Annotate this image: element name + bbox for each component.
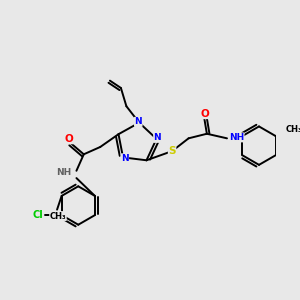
Text: NH: NH: [57, 168, 72, 177]
Text: NH: NH: [229, 133, 244, 142]
Text: N: N: [154, 134, 161, 142]
Text: N: N: [121, 154, 129, 163]
Text: S: S: [168, 146, 176, 156]
Text: O: O: [201, 109, 209, 118]
Text: CH₃: CH₃: [50, 212, 66, 220]
Text: O: O: [65, 134, 74, 144]
Text: Cl: Cl: [32, 210, 43, 220]
Text: N: N: [134, 117, 142, 126]
Text: CH₃: CH₃: [286, 125, 300, 134]
